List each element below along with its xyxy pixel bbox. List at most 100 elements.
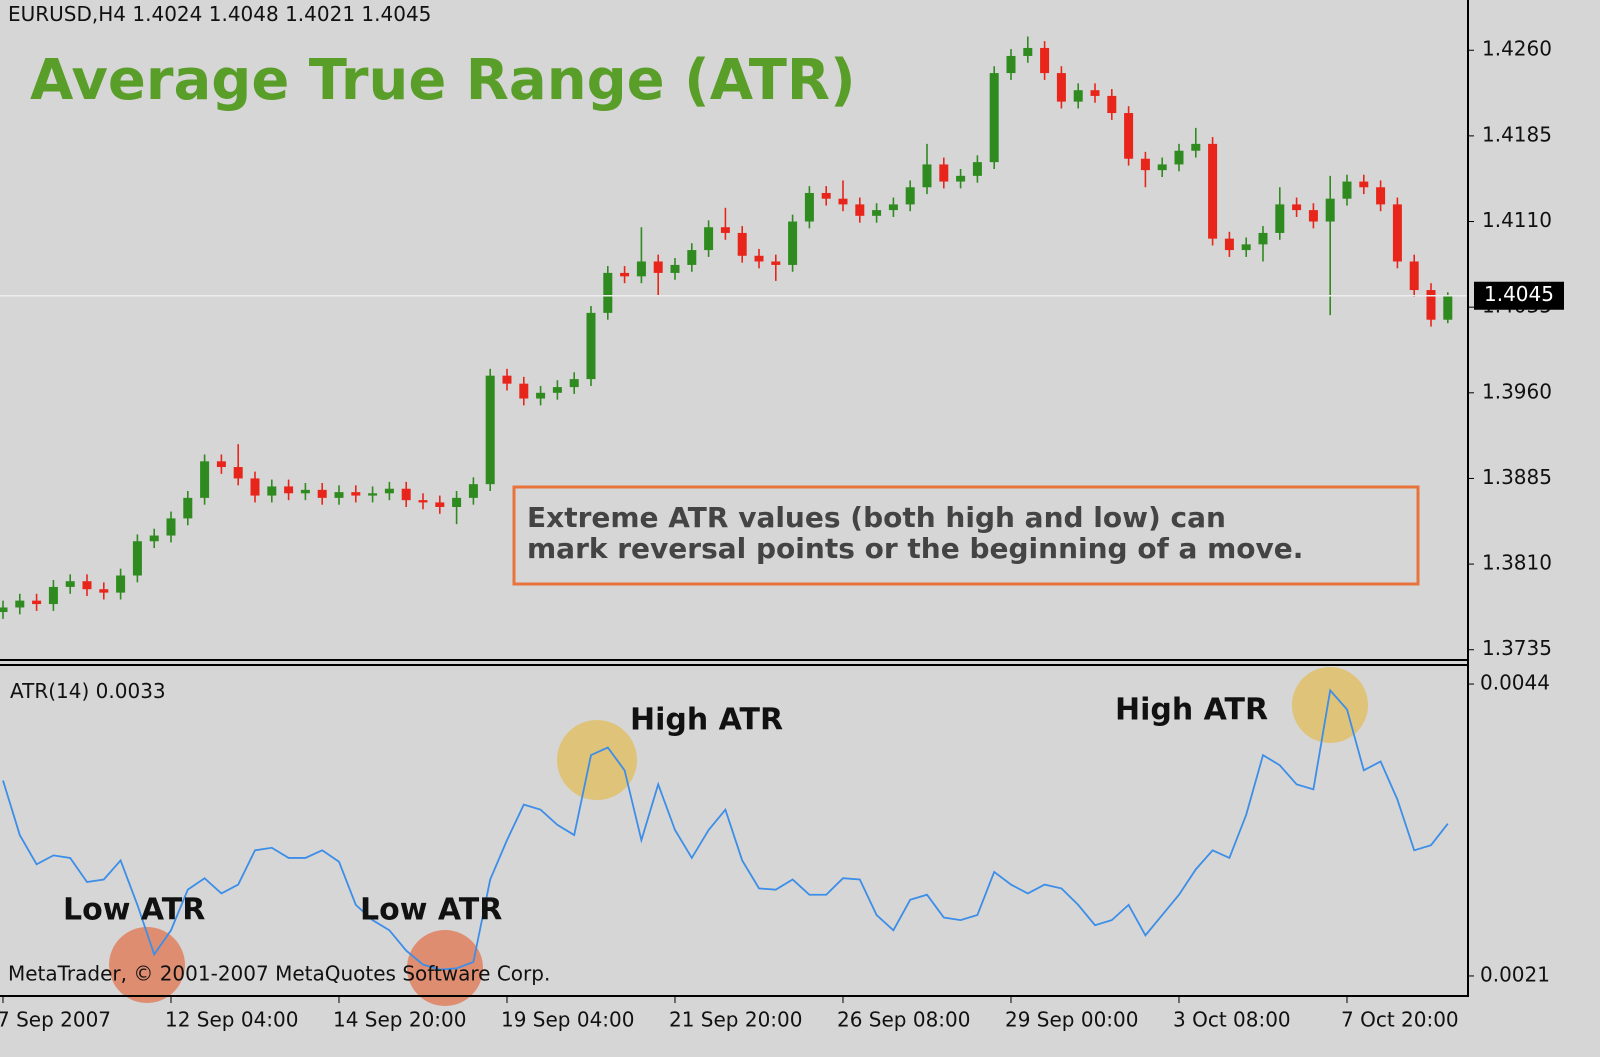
candle-body [1426, 290, 1436, 320]
candle-body [0, 607, 8, 613]
highlight [1292, 667, 1368, 743]
x-tick-label: 26 Sep 08:00 [837, 1008, 971, 1032]
candle-body [452, 497, 462, 507]
candle-body [1090, 90, 1100, 96]
candle-body [351, 492, 361, 496]
annotation: mark reversal points or the beginning of… [527, 532, 1303, 565]
candle-body [1258, 232, 1268, 245]
candle-body [15, 600, 25, 608]
candle-body [502, 375, 512, 384]
x-tick-label: 7 Sep 2007 [0, 1008, 111, 1032]
candle-body [166, 518, 176, 536]
high: 1.4048 [209, 2, 279, 26]
candle-body [183, 497, 193, 519]
annotation: Extreme ATR values (both high and low) c… [527, 501, 1226, 534]
candle-body [754, 255, 764, 262]
candle-body [200, 461, 210, 498]
candle-body [771, 261, 781, 265]
atr-line [2, 688, 1449, 971]
candle-body [1040, 47, 1050, 74]
candle-body [670, 264, 680, 273]
candle-body [838, 198, 848, 205]
indicator-value: 0.0033 [96, 679, 166, 703]
candle-body [368, 493, 378, 496]
y-tick-label: 0.0044 [1480, 671, 1550, 695]
candle-body [586, 312, 596, 380]
candle-body [1224, 238, 1234, 251]
candle-body [687, 250, 697, 265]
x-tick-label: 12 Sep 04:00 [165, 1008, 299, 1032]
open: 1.4024 [132, 2, 202, 26]
y-tick-label: 1.4185 [1482, 122, 1552, 146]
candle-body [821, 192, 831, 199]
x-tick-label: 21 Sep 20:00 [669, 1008, 803, 1032]
header: EURUSD,H4 1.4024 1.4048 1.4021 1.4045 [8, 2, 431, 26]
footer: MetaTrader, © 2001-2007 MetaQuotes Softw… [8, 962, 550, 986]
candle-body [1208, 143, 1218, 239]
candle-body [284, 486, 294, 494]
x-tick-label: 14 Sep 20:00 [333, 1008, 467, 1032]
price-label: 1.4045 [1484, 282, 1554, 306]
candle-body [888, 204, 898, 211]
candle-body [1275, 204, 1285, 233]
candle-body [1308, 210, 1318, 222]
candle-body [1023, 47, 1033, 56]
candle-body [1376, 187, 1386, 205]
annotation: Low ATR [360, 893, 502, 928]
symbol: EURUSD,H4 [8, 2, 126, 26]
indicator-name: ATR(14) [10, 679, 89, 703]
candle-body [1359, 181, 1369, 188]
highlight [109, 927, 185, 1003]
candle-body [737, 232, 747, 256]
candle-body [300, 489, 310, 494]
candle-body [972, 162, 982, 176]
candle-body [720, 227, 730, 233]
candle-body [1140, 158, 1150, 171]
annotation: Low ATR [63, 893, 205, 928]
x-tick-label: 19 Sep 04:00 [501, 1008, 635, 1032]
candle-body [855, 204, 865, 216]
y-tick-label: 1.3885 [1482, 465, 1552, 489]
candle-body [956, 175, 966, 182]
candle-body [32, 600, 42, 605]
annotation: High ATR [1115, 693, 1268, 728]
candle-body [636, 261, 646, 277]
candle-body [536, 392, 546, 399]
candle-body [418, 500, 428, 503]
candle-body [435, 502, 445, 507]
y-tick-label: 1.4110 [1482, 208, 1552, 232]
candle-body [653, 261, 663, 273]
candle-body [216, 461, 226, 468]
candle-body [922, 164, 932, 188]
y-tick-label: 0.0021 [1480, 962, 1550, 986]
candle-body [939, 164, 949, 182]
candle-body [804, 192, 814, 222]
candle-body [1191, 143, 1201, 151]
candle-body [116, 575, 126, 593]
candle-body [1006, 55, 1016, 74]
y-tick-label: 1.3810 [1482, 551, 1552, 575]
candle-body [603, 272, 613, 313]
candle-body [233, 467, 243, 479]
candle-body [1174, 150, 1184, 165]
candle-body [1392, 204, 1402, 262]
highlight [557, 720, 637, 800]
highlight [407, 930, 483, 1006]
candle-body [1107, 95, 1117, 114]
candle-body [905, 187, 915, 205]
candle-body [1056, 73, 1066, 102]
candle-body [334, 492, 344, 498]
candle-body [989, 73, 999, 163]
candle-body [1073, 90, 1083, 102]
y-tick-label: 1.4260 [1482, 37, 1552, 61]
candle-body [401, 488, 411, 501]
candle-body [569, 379, 579, 388]
candle-body [1241, 244, 1251, 251]
candle-body [485, 375, 495, 485]
price-label-box [1474, 281, 1564, 310]
candle-body [132, 541, 142, 576]
low: 1.4021 [285, 2, 355, 26]
y-tick-label: 1.3735 [1482, 636, 1552, 660]
indicator-label: ATR(14) 0.0033 [10, 679, 166, 703]
